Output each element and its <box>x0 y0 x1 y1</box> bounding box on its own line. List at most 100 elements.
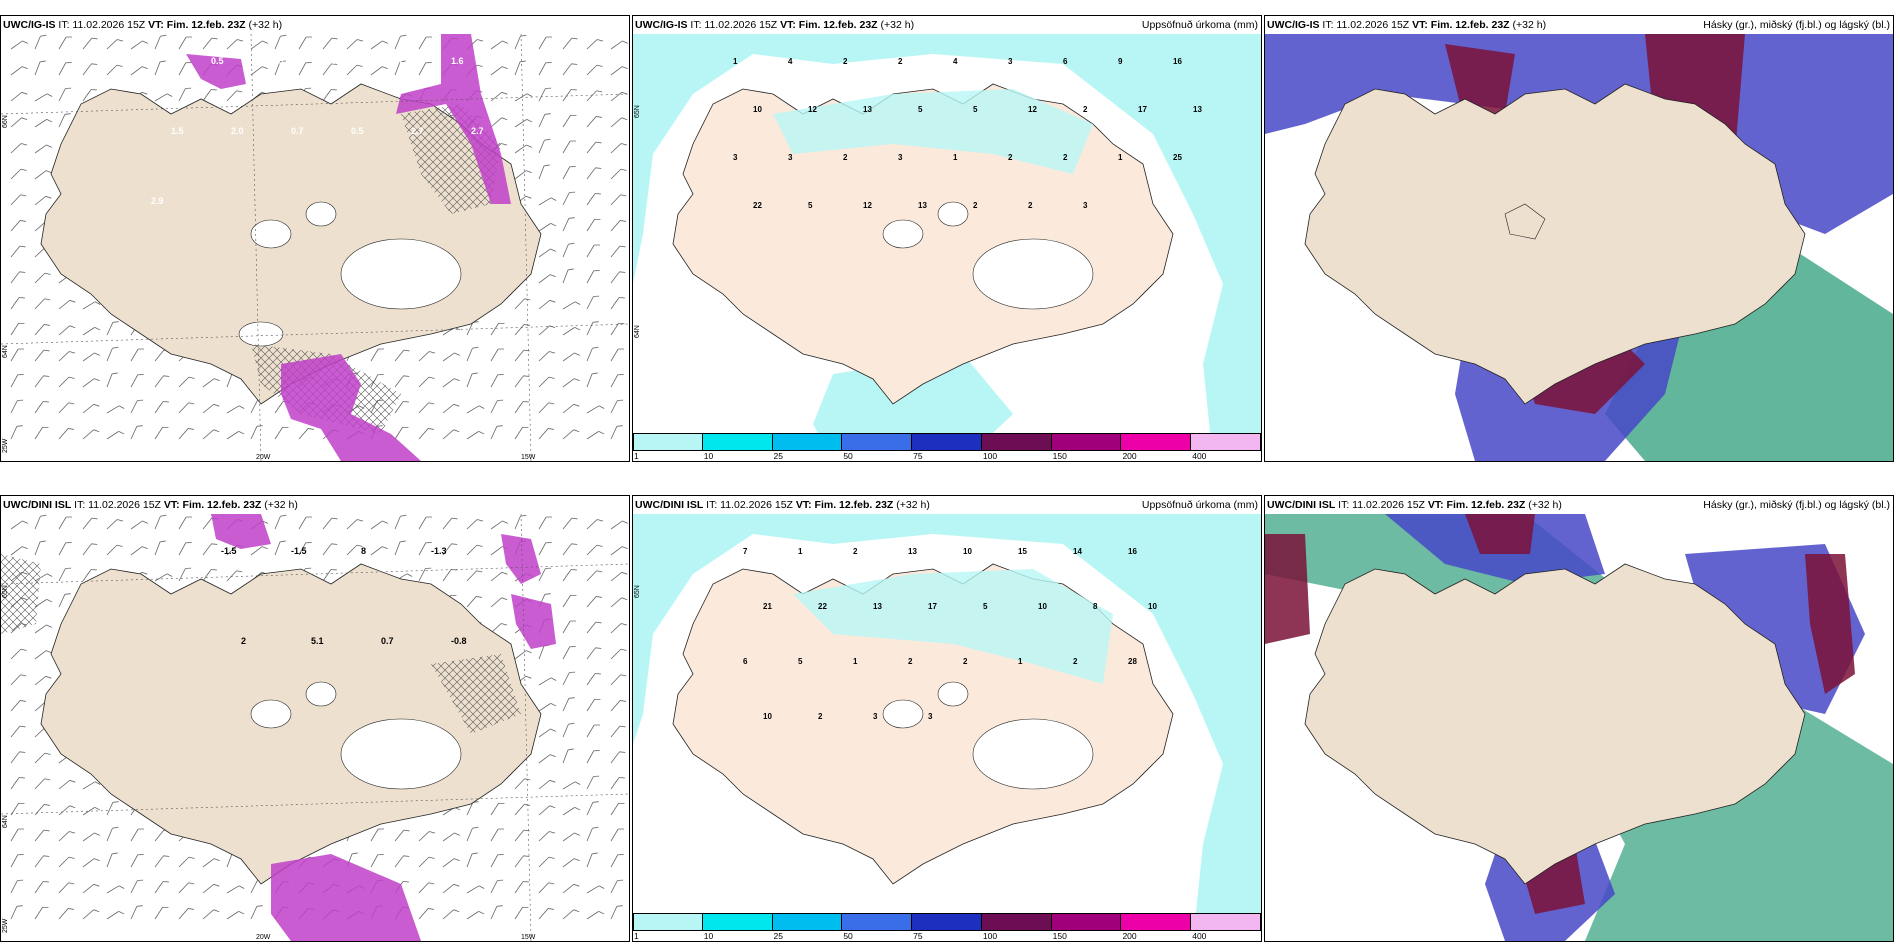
wind-barb <box>106 429 125 444</box>
wind-barb <box>34 91 53 106</box>
colorbar-label: 100 <box>982 931 998 941</box>
map-value-label: 2 <box>853 547 858 556</box>
wind-barb <box>610 518 629 534</box>
wind-barb <box>58 829 76 846</box>
wind-barb <box>418 425 435 443</box>
map-value-label: 3 <box>873 712 878 721</box>
wind-barb <box>442 566 458 585</box>
map-value-label: 8 <box>1093 602 1098 611</box>
wind-barb <box>538 221 557 236</box>
wind-barb <box>562 215 576 234</box>
panel-top-middle-precip-map: UWC/IG-IS IT: 11.02.2026 15Z VT: Fim. 12… <box>632 15 1262 462</box>
wind-barb <box>586 517 604 534</box>
wind-barb <box>82 350 101 366</box>
wind-barb <box>10 269 26 287</box>
map-value-label: 0.5 <box>211 56 224 66</box>
wind-barb <box>538 400 555 417</box>
wind-barb <box>82 541 98 559</box>
wind-barb <box>82 299 101 314</box>
wind-barb <box>538 752 556 768</box>
wind-barb <box>586 344 599 364</box>
wind-barb <box>466 850 479 870</box>
wind-barb <box>178 905 195 923</box>
panel-right-title: Uppsöfnuð úrkoma (mm) <box>1141 499 1258 511</box>
lat-label: 65N <box>2 585 9 598</box>
wind-barb <box>34 622 53 638</box>
wind-barb <box>514 648 532 664</box>
cloud-cover-map <box>1265 514 1893 941</box>
wind-barb <box>562 86 578 105</box>
map-value-label: 1.5 <box>171 126 184 136</box>
map-value-label: 5 <box>973 105 978 114</box>
map-value-label: 4 <box>788 57 793 66</box>
wind-barb <box>154 91 173 106</box>
wind-barb <box>250 423 264 442</box>
wind-barb <box>106 542 123 559</box>
colorbar-swatch <box>912 913 982 931</box>
map-value-label: 2 <box>1008 153 1013 162</box>
wind-barb <box>610 192 627 209</box>
wind-barb <box>490 851 505 870</box>
wind-barb <box>418 854 435 871</box>
wind-barb <box>610 851 625 870</box>
wind-barb <box>610 544 628 560</box>
map-value-label: 17 <box>1138 105 1147 114</box>
wind-barb <box>586 696 601 715</box>
colorbar-label: 75 <box>913 931 923 941</box>
wind-barb <box>586 88 603 105</box>
map-value-label: -1.5 <box>291 546 307 556</box>
glacier-langjokull <box>882 699 924 729</box>
wind-barb <box>82 427 100 444</box>
wind-barb <box>538 905 555 923</box>
panel-title: UWC/DINI ISL IT: 11.02.2026 15Z VT: Fim.… <box>635 499 930 511</box>
colorbar-swatch <box>1051 433 1122 451</box>
lat-label: 64N <box>2 345 9 358</box>
wind-barb <box>10 320 25 339</box>
wind-barb <box>586 403 605 418</box>
wind-barb <box>562 695 576 714</box>
wind-barb <box>82 376 100 392</box>
wind-barb <box>490 397 504 416</box>
map-value-label: 2 <box>1083 105 1088 114</box>
map-value-label: 2 <box>241 636 246 646</box>
wind-barb <box>514 424 529 443</box>
wind-barb <box>178 514 193 532</box>
colorbar-swatch <box>842 433 913 451</box>
colorbar-label: 10 <box>703 451 714 461</box>
wind-barb <box>418 905 435 923</box>
wind-barb <box>538 726 557 742</box>
wind-barb <box>10 697 27 715</box>
map-value-label: -1.5 <box>221 546 237 556</box>
wind-barb <box>610 38 629 54</box>
map-value-label: 13 <box>863 105 872 114</box>
wind-barb <box>586 139 602 157</box>
wind-barb <box>586 190 602 209</box>
map-value-label: 3 <box>733 153 738 162</box>
wind-barb <box>514 514 527 532</box>
map-value-label: 5 <box>808 201 813 210</box>
map-value-label: 1 <box>853 657 858 666</box>
map-value-label: 1.5 <box>271 56 284 66</box>
low-cloud-north <box>1465 514 1535 554</box>
magenta-band-ne <box>396 34 511 204</box>
wind-barb <box>442 907 460 924</box>
wind-barb <box>586 747 601 766</box>
wind-barb <box>58 803 76 820</box>
wind-barb <box>442 401 460 418</box>
wind-barb <box>562 376 580 392</box>
wind-barb <box>10 294 26 313</box>
wind-barb <box>466 909 485 924</box>
colorbar-label: 75 <box>913 451 923 461</box>
wind-barb <box>58 34 73 52</box>
cloud-cover-map <box>1265 34 1893 461</box>
wind-barb <box>610 166 627 183</box>
wind-barb <box>586 799 600 818</box>
map-value-label: 9 <box>1118 57 1123 66</box>
wind-barb <box>562 401 580 418</box>
wind-barb <box>178 425 195 443</box>
lon-label: 15W <box>521 454 536 461</box>
wind-barb <box>442 427 460 444</box>
precip-field-light <box>633 34 1261 461</box>
wind-barb <box>610 672 627 689</box>
